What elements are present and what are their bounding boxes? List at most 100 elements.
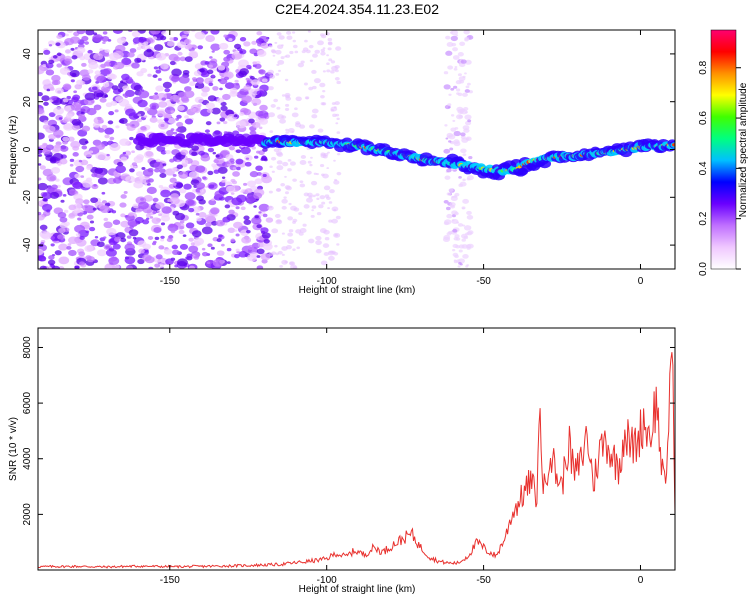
spectrogram-cell (153, 227, 162, 233)
spectrogram-cell (185, 256, 190, 260)
spectrogram-cell (112, 219, 121, 225)
spectrogram-cell (306, 170, 312, 175)
spectrogram-cell (184, 86, 192, 92)
spectrogram-cell (76, 79, 84, 86)
spectrogram-cell (447, 103, 452, 107)
spectrogram-cell (97, 116, 102, 121)
spectrogram-cell (157, 78, 162, 81)
spectrogram-cell (462, 254, 469, 259)
spectrogram-cell (453, 130, 461, 137)
spectrogram-cell (443, 84, 451, 90)
spectrogram-cell (451, 219, 455, 222)
spectrogram-cell (446, 41, 454, 47)
spectrogram-cell (336, 117, 340, 121)
spectrogram-cell (47, 259, 56, 266)
spectrogram-cell (454, 127, 459, 130)
spectrogram-cell (210, 208, 220, 215)
spectrogram-cell (466, 246, 471, 250)
spectrogram-cell (99, 48, 104, 51)
spectrogram-cell (166, 237, 173, 243)
spectrogram-y-tick-label: -20 (22, 190, 33, 205)
spectrogram-cell (155, 158, 161, 163)
spectrogram-cell (235, 206, 240, 210)
spectrogram-cell (281, 94, 286, 97)
spectrogram-cell (108, 52, 120, 61)
spectrogram-cell (466, 177, 471, 181)
spectrogram-cell (333, 106, 337, 109)
spectrogram-cell (316, 197, 320, 200)
spectrogram-cell (84, 245, 94, 253)
spectrogram-cell (246, 180, 257, 188)
spectrogram-cell (54, 87, 64, 95)
colorbar-gradient (710, 29, 737, 270)
spectrogram-cell (152, 197, 159, 203)
spectrogram-cell (74, 224, 86, 233)
spectrogram-cell (42, 192, 53, 200)
ridge-cells (132, 132, 675, 181)
spectrogram-cell (327, 151, 330, 154)
spectrogram-cell (57, 162, 62, 166)
spectrogram-cell (39, 224, 48, 231)
spectrogram-cell (152, 240, 157, 244)
spectrogram-cell (249, 130, 257, 136)
spectrogram-cell (204, 214, 216, 222)
spectrogram-cell (467, 119, 472, 123)
spectrogram-cell (53, 106, 64, 115)
spectrogram-cell (129, 48, 137, 53)
spectrogram-cell (65, 113, 73, 119)
spectrogram-cell (155, 85, 164, 92)
spectrogram-cell (672, 143, 675, 147)
spectrogram-cell (235, 149, 242, 154)
spectrogram-cell (259, 104, 268, 111)
spectrogram-cell (170, 110, 175, 114)
spectrogram-cell (49, 191, 60, 199)
spectrogram-cell (459, 181, 467, 187)
spectrogram-cell (86, 214, 94, 220)
spectrogram-cell (58, 117, 63, 120)
spectrogram-cell (145, 179, 151, 184)
spectrogram-cell (49, 87, 55, 91)
spectrogram-cell (258, 69, 266, 75)
spectrogram-cell (38, 182, 48, 191)
spectrogram-cell (288, 202, 292, 206)
spectrogram-cell (289, 161, 296, 166)
spectrogram-cell (178, 187, 187, 194)
spectrogram-cell (160, 222, 166, 226)
spectrogram-cell (87, 69, 94, 74)
spectrogram-cell (296, 246, 301, 250)
spectrogram-cell (327, 37, 333, 42)
spectrogram-cell (235, 82, 240, 86)
spectrogram-cell (165, 150, 171, 155)
spectrogram-cell (114, 44, 126, 53)
spectrogram-cell (215, 154, 220, 158)
spectrogram-cell (320, 173, 325, 177)
spectrogram-cell (290, 264, 297, 269)
spectrogram-cell (191, 206, 201, 213)
spectrogram-y-tick-label: 0 (22, 146, 33, 152)
spectrogram-cell (138, 36, 147, 44)
spectrogram-cell (113, 177, 122, 184)
spectrogram-cell (194, 63, 203, 70)
spectrogram-cell (284, 175, 287, 178)
spectrogram-cell (311, 108, 319, 114)
spectrogram-cell (279, 118, 286, 124)
spectrogram-cell (196, 195, 204, 202)
spectrogram-cell (229, 146, 235, 151)
spectrogram-cell (331, 218, 338, 224)
spectrogram-cell (205, 121, 212, 126)
spectrogram-cell (146, 48, 152, 53)
spectrogram-cell (333, 180, 340, 185)
spectrogram-cell (322, 47, 326, 50)
spectrogram-cell (162, 163, 167, 166)
spectrogram-cell (77, 217, 82, 221)
spectrogram-cell (112, 243, 121, 250)
spectrogram-cell (284, 78, 289, 82)
spectrogram-cell (281, 205, 287, 210)
spectrogram-cell (463, 30, 470, 35)
spectrogram-cell (463, 235, 469, 240)
spectrogram-cell (284, 191, 290, 195)
spectrogram-cell (284, 107, 290, 111)
spectrogram-cell (38, 201, 42, 206)
spectrogram-cell (136, 71, 144, 77)
spectrogram-cell (310, 214, 315, 218)
